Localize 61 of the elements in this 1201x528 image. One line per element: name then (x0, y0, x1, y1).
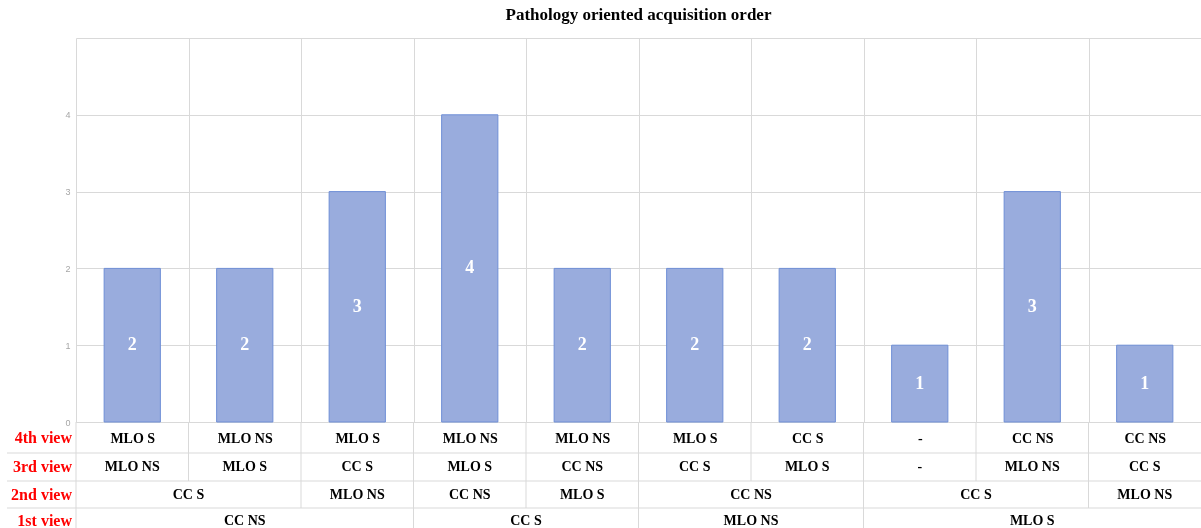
bar (778, 267, 836, 423)
text: CC S (1128, 459, 1161, 474)
data-label: 2 (577, 334, 587, 355)
x-tick-label: MLO NS (442, 430, 498, 446)
text: MLO S (784, 459, 830, 474)
data-label: 2 (802, 334, 812, 355)
x-tick-label: CC NS (1124, 430, 1167, 446)
x-tick-label: MLO S (335, 430, 381, 446)
bar (1116, 344, 1174, 423)
text: CC NS (448, 486, 491, 502)
text: CC S (960, 486, 992, 502)
bar (103, 267, 161, 423)
data-label: 2 (240, 334, 250, 355)
text: MLO S (447, 459, 493, 474)
x-tick-label: MLO NS (217, 430, 273, 446)
x-tick-label: CC NS (1011, 430, 1054, 446)
x-tick-label: MLO S (672, 430, 718, 446)
y-tick-label: 0 (65, 417, 71, 428)
data-label: 3 (1027, 295, 1037, 316)
text: MLO S (222, 459, 268, 474)
y-tick-label: 4 (65, 110, 71, 121)
text: MLO S (1009, 513, 1055, 528)
text: 1st view (17, 512, 73, 528)
text: CC S (172, 486, 205, 502)
data-label: 3 (352, 295, 362, 316)
text: CC NS (730, 486, 773, 502)
bar (891, 344, 949, 423)
text: MLO S (559, 486, 605, 502)
text: CC NS (223, 513, 266, 528)
x-tick-label: MLO NS (555, 430, 611, 446)
text: 3rd view (12, 458, 73, 475)
bar (441, 114, 499, 423)
y-tick-label: 1 (65, 340, 71, 351)
bar (1003, 191, 1061, 423)
bar (553, 267, 611, 423)
text: CC S (510, 513, 542, 528)
text: 4th view (14, 428, 73, 446)
bar (666, 267, 724, 423)
text: MLO NS (723, 513, 779, 528)
text: CC S (341, 459, 374, 474)
data-label: 1 (1140, 372, 1150, 393)
bar (216, 267, 274, 423)
x-tick-label: - (917, 430, 923, 446)
data-label: 2 (690, 334, 700, 355)
x-tick-label: CC S (791, 430, 824, 446)
data-label: 1 (915, 372, 925, 393)
y-tick-label: 2 (65, 263, 71, 274)
text: MLO NS (329, 486, 385, 502)
text: - (917, 459, 923, 474)
y-tick-label: 3 (65, 187, 71, 198)
x-tick-label: MLO S (110, 430, 156, 446)
text: MLO NS (104, 459, 160, 474)
text: MLO NS (1117, 486, 1173, 502)
text: MLO NS (1004, 459, 1060, 474)
data-label: 4 (465, 257, 475, 278)
text: 2nd view (11, 485, 73, 503)
text: CC NS (561, 459, 604, 474)
data-label: 2 (127, 334, 137, 355)
bar (328, 191, 386, 423)
text: CC S (678, 459, 711, 474)
chart-title: Pathology oriented acquisition order (505, 5, 772, 24)
